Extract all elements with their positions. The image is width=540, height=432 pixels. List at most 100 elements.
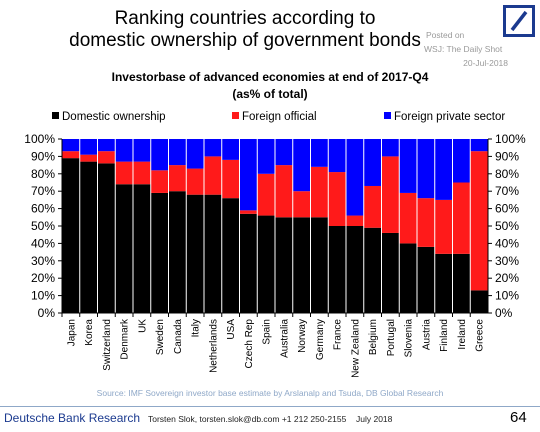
bar-segment-foreign-private bbox=[133, 139, 151, 162]
bar-segment-foreign-private bbox=[399, 139, 417, 193]
bar-segment-domestic bbox=[453, 253, 470, 313]
x-tick-label: New Zealand bbox=[350, 319, 361, 378]
bar-segment-domestic bbox=[257, 215, 275, 313]
y-tick-label-right: 20% bbox=[495, 271, 519, 285]
posted-date: 20-Jul-2018 bbox=[463, 58, 508, 68]
bar-segment-foreign-official bbox=[115, 161, 133, 185]
y-tick-label-right: 30% bbox=[495, 254, 519, 268]
legend-label: Foreign private sector bbox=[394, 111, 505, 123]
bar-segment-foreign-official bbox=[222, 159, 239, 199]
y-tick-label-left: 20% bbox=[31, 271, 55, 285]
bar-segment-domestic bbox=[62, 158, 80, 313]
bar-segment-foreign-private bbox=[257, 139, 275, 174]
x-tick-label: USA bbox=[226, 319, 237, 340]
footer-date: July 2018 bbox=[356, 414, 393, 424]
y-tick-label-left: 80% bbox=[31, 167, 55, 181]
legend-label: Foreign official bbox=[242, 111, 317, 123]
posted-info: Posted on WSJ: The Daily Shot 20-Jul-201… bbox=[424, 28, 508, 70]
bar-segment-domestic bbox=[470, 290, 488, 313]
bar-segment-domestic bbox=[80, 161, 97, 313]
bar-segment-foreign-private bbox=[275, 139, 293, 166]
bar-segment-domestic bbox=[151, 192, 168, 313]
y-tick-label-right: 100% bbox=[495, 132, 526, 146]
slash-icon bbox=[510, 10, 528, 32]
bar-segment-foreign-official bbox=[98, 151, 115, 164]
x-tick-label: Japan bbox=[66, 319, 77, 346]
x-tick-label: France bbox=[333, 319, 344, 351]
bar-segment-foreign-official bbox=[169, 165, 186, 192]
bar-segment-foreign-official bbox=[204, 156, 222, 195]
bar-segment-foreign-official bbox=[417, 198, 435, 247]
y-tick-label-right: 60% bbox=[495, 202, 519, 216]
bar-segment-foreign-private bbox=[311, 139, 328, 167]
bar-segment-foreign-official bbox=[364, 185, 381, 228]
bar-segment-foreign-official bbox=[240, 210, 257, 214]
bar-segment-domestic bbox=[399, 243, 417, 313]
source-note: Source: IMF Sovereign investor base esti… bbox=[96, 388, 444, 398]
bar-segment-foreign-private bbox=[417, 139, 435, 199]
bar-segment-foreign-official bbox=[328, 172, 346, 226]
x-tick-label: Netherlands bbox=[208, 319, 219, 373]
bar-segment-foreign-official bbox=[435, 199, 452, 254]
posted-on-label: Posted on bbox=[426, 30, 465, 40]
posted-source: WSJ: The Daily Shot bbox=[424, 44, 503, 54]
bar-segment-foreign-official bbox=[151, 170, 168, 193]
y-tick-label-left: 0% bbox=[38, 306, 56, 320]
bar-segment-foreign-official bbox=[470, 151, 488, 291]
bar-segment-foreign-private bbox=[115, 139, 133, 162]
bar-segment-domestic bbox=[346, 226, 364, 313]
y-tick-label-right: 80% bbox=[495, 167, 519, 181]
y-tick-label-left: 90% bbox=[31, 149, 55, 163]
bar-segment-domestic bbox=[204, 194, 222, 313]
bar-segment-foreign-private bbox=[382, 139, 399, 157]
legend-swatch bbox=[52, 112, 59, 119]
bar-segment-domestic bbox=[115, 184, 133, 313]
bar-segment-domestic bbox=[417, 246, 435, 313]
y-tick-label-right: 90% bbox=[495, 149, 519, 163]
x-tick-label: Germany bbox=[315, 319, 326, 360]
bar-segment-foreign-official bbox=[133, 161, 151, 185]
bar-segment-foreign-private bbox=[364, 139, 381, 186]
bar-segment-foreign-official bbox=[382, 156, 399, 233]
bar-segment-domestic bbox=[240, 213, 257, 313]
x-tick-label: Ireland bbox=[457, 319, 468, 350]
bar-segment-foreign-official bbox=[257, 173, 275, 216]
bar-segment-domestic bbox=[98, 163, 115, 313]
title-line-1: Ranking countries according to bbox=[114, 8, 376, 29]
bar-segment-domestic bbox=[169, 191, 186, 313]
bar-segment-foreign-private bbox=[435, 139, 452, 200]
bar-segment-foreign-private bbox=[453, 139, 470, 183]
y-tick-label-right: 40% bbox=[495, 236, 519, 250]
bar-segment-foreign-official bbox=[346, 215, 364, 226]
bar-segment-foreign-private bbox=[328, 139, 346, 173]
bar-segment-foreign-official bbox=[80, 154, 97, 162]
bar-segment-domestic bbox=[186, 194, 204, 313]
y-tick-label-left: 10% bbox=[31, 289, 55, 303]
legend-label: Domestic ownership bbox=[62, 111, 166, 123]
footer-author: Torsten Slok, torsten.slok@db.com +1 212… bbox=[148, 414, 347, 424]
bar-segment-domestic bbox=[133, 184, 151, 313]
title-line-2: domestic ownership of government bonds bbox=[69, 30, 421, 51]
stacked-bar-chart: Domestic ownership Foreign official Foreig… bbox=[24, 111, 526, 378]
x-tick-label: Canada bbox=[173, 319, 184, 354]
x-tick-label: Korea bbox=[84, 319, 95, 346]
bar-segment-foreign-private bbox=[151, 139, 168, 171]
x-tick-label: Belgium bbox=[368, 319, 379, 355]
bar-segment-foreign-private bbox=[186, 139, 204, 169]
bar-segment-foreign-official bbox=[311, 166, 328, 218]
bar-segment-foreign-official bbox=[453, 182, 470, 254]
y-tick-label-left: 50% bbox=[31, 219, 55, 233]
y-tick-label-left: 30% bbox=[31, 254, 55, 268]
footer-brand: Deutsche Bank Research bbox=[4, 411, 141, 425]
deutsche-bank-logo bbox=[503, 5, 535, 37]
y-tick-label-right: 50% bbox=[495, 219, 519, 233]
x-tick-label: Greece bbox=[475, 319, 486, 352]
bar-segment-foreign-official bbox=[186, 168, 204, 195]
page-title: Ranking countries according to domestic … bbox=[50, 8, 440, 52]
bar-segment-domestic bbox=[311, 217, 328, 313]
bar-segment-foreign-private bbox=[98, 139, 115, 152]
footer-divider bbox=[0, 406, 540, 407]
bar-segment-foreign-official bbox=[399, 192, 417, 244]
chart-title: Investorbase of advanced economies at en… bbox=[111, 70, 429, 84]
y-tick-label-right: 10% bbox=[495, 289, 519, 303]
